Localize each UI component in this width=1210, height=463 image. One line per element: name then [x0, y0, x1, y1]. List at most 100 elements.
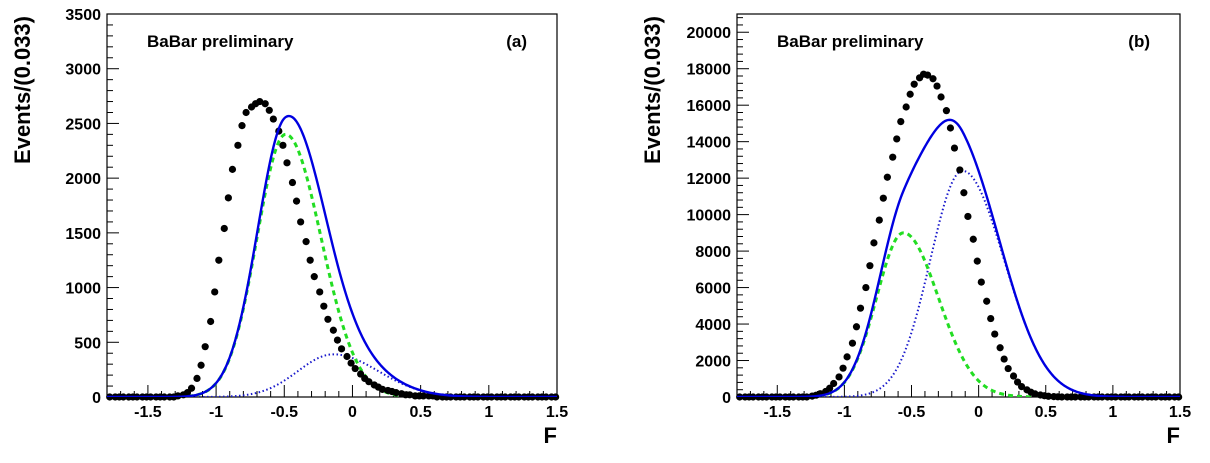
y-axis-label: Events/(0.033) [10, 16, 35, 164]
x-tick-label: -0.5 [270, 404, 298, 421]
data-point [279, 141, 287, 149]
y-tick-label: 12000 [687, 171, 732, 188]
data-point [875, 216, 883, 224]
x-tick-label: 1.5 [546, 404, 568, 421]
data-point [329, 326, 337, 334]
data-point [977, 278, 985, 286]
data-point [343, 352, 351, 361]
x-tick-label: -1 [837, 404, 851, 421]
data-point [856, 304, 865, 312]
data-point [211, 288, 219, 296]
y-tick-label: 3000 [65, 62, 101, 79]
y-tick-label: 2000 [695, 354, 731, 371]
data-point [983, 297, 991, 305]
data-point [333, 336, 342, 344]
data-point [1031, 390, 1039, 398]
data-point [324, 315, 332, 323]
x-tick-label: 0 [974, 404, 983, 421]
data-point [242, 108, 250, 117]
data-point [306, 256, 314, 264]
y-tick-label: 3500 [65, 7, 101, 24]
data-point [378, 385, 387, 393]
x-tick-label: 0 [348, 404, 357, 421]
total-fit-curve [107, 114, 557, 397]
plot-frame [736, 13, 1181, 398]
data-point [1058, 393, 1066, 401]
data-point [1044, 392, 1053, 400]
y-tick-label: 1000 [65, 281, 101, 298]
data-point [946, 124, 955, 132]
signal-curve [737, 231, 1180, 397]
data-point [1009, 372, 1018, 380]
babar-preliminary-label: BaBar preliminary [147, 32, 294, 51]
x-tick-label: 0.5 [1035, 404, 1057, 421]
data-point [889, 153, 897, 161]
signal-curve [107, 132, 557, 397]
x-tick-label: 0.5 [410, 404, 432, 421]
y-tick-label: 4000 [695, 317, 731, 334]
data-point [843, 353, 851, 361]
y-tick-label: 20000 [687, 25, 732, 42]
data-point [973, 257, 981, 265]
data-point [897, 118, 905, 126]
data-point [193, 374, 201, 382]
total-fit-curve [737, 118, 1180, 397]
y-tick-label: 2500 [65, 116, 101, 133]
data-point [835, 373, 843, 381]
panel-label: (a) [506, 32, 527, 51]
plot-frame [106, 13, 558, 398]
x-tick-label: -1 [209, 404, 223, 421]
data-point [950, 144, 959, 152]
panel-label: (b) [1128, 32, 1150, 51]
data-point [879, 194, 887, 202]
data-point [238, 122, 246, 130]
data-point [942, 107, 951, 115]
data-point [365, 378, 373, 386]
data-point [852, 323, 861, 331]
data-point [201, 343, 209, 351]
data-point [234, 141, 242, 149]
data-point [1004, 364, 1012, 373]
x-tick-label: -1.5 [763, 404, 791, 421]
panel-a: -1.5 -1 -0.5 0 0.5 1 1.5 0 500 1000 1500 2000 2500 30… [10, 7, 568, 448]
y-tick-label: 0 [722, 390, 731, 407]
y-tick-label: 18000 [687, 62, 732, 79]
data-point [893, 135, 901, 143]
y-tick-label: 14000 [687, 135, 732, 152]
data-point [883, 173, 891, 181]
x-tick-label: -0.5 [898, 404, 926, 421]
background-curve [107, 353, 557, 397]
data-point [964, 212, 972, 221]
x-axis-label: F [1167, 423, 1180, 448]
background-curve [737, 169, 1180, 397]
y-tick-label: 0 [92, 390, 101, 407]
data-point [187, 384, 196, 392]
data-point [351, 364, 359, 373]
x-tick-label: 1.5 [1169, 404, 1191, 421]
x-tick-label: -1.5 [134, 404, 162, 421]
data-point [269, 115, 277, 123]
data-point [870, 239, 878, 247]
data-point [261, 100, 269, 108]
data-point [215, 256, 223, 264]
data-point [228, 165, 237, 173]
data-point [419, 392, 427, 400]
data-point [902, 103, 910, 111]
x-tick-label: 1 [484, 404, 493, 421]
data-point [406, 391, 414, 399]
data-point [310, 273, 318, 281]
y-tick-label: 6000 [695, 281, 731, 298]
y-tick-label: 8000 [695, 244, 731, 261]
data-point [960, 189, 968, 197]
data-point [283, 159, 291, 167]
data-point [866, 262, 874, 270]
data-point [933, 82, 941, 90]
x-tick-label: 1 [1108, 404, 1117, 421]
data-point [392, 389, 400, 397]
data-point [839, 364, 847, 372]
x-axis-label: F [544, 423, 557, 448]
y-tick-label: 1500 [65, 226, 101, 243]
data-point [1017, 383, 1026, 391]
